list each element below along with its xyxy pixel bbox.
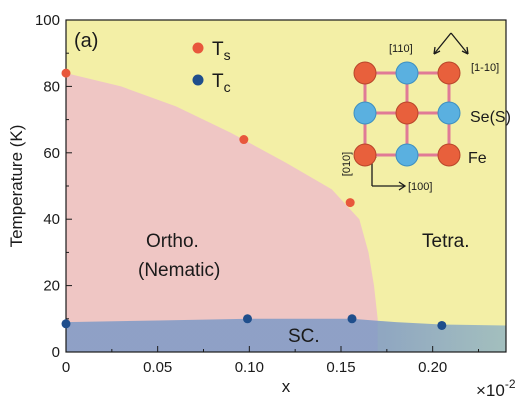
label-110: [110] <box>389 43 413 55</box>
phase-regions <box>66 20 506 352</box>
legend-ts-label: Ts <box>212 39 231 63</box>
lattice-inset: [110] [1-10] [010] [100] Se(S) Fe <box>341 32 511 193</box>
y-axis-title: Temperature (K) <box>7 125 26 248</box>
y-tick-label: 0 <box>52 344 60 361</box>
fe-atom <box>353 61 377 85</box>
data-points <box>61 68 447 330</box>
legend-tc-marker <box>192 74 204 86</box>
y-tick-label: 100 <box>35 12 60 29</box>
ts-point <box>239 135 249 145</box>
fe-atom <box>437 61 461 85</box>
legend-ts-marker <box>192 42 204 54</box>
fe-label: Fe <box>468 150 487 167</box>
y-axis: 0 20 40 60 80 100 <box>35 12 72 361</box>
se-atom <box>395 143 419 167</box>
tc-point <box>243 314 252 324</box>
nematic-label: (Nematic) <box>138 260 220 281</box>
tetra-label: Tetra. <box>422 231 470 252</box>
y-tick-label: 40 <box>43 211 60 228</box>
x-axis-multiplier: ×10-2 <box>476 377 516 400</box>
sc-label: SC. <box>288 326 320 347</box>
label-100: [100] <box>408 181 432 193</box>
x-tick-label: 0.15 <box>326 359 355 376</box>
x-axis: 0 0.05 0.10 0.15 0.20 <box>62 346 479 376</box>
ts-point <box>61 68 71 78</box>
se-atom <box>395 61 419 85</box>
ortho-label: Ortho. <box>146 231 199 252</box>
label-1-10: [1-10] <box>471 62 499 74</box>
x-axis-title: x <box>282 377 291 396</box>
superconducting-region <box>66 318 506 352</box>
x-tick-label: 0.05 <box>143 359 172 376</box>
orthorhombic-region <box>66 73 378 352</box>
se-atom <box>353 101 377 125</box>
label-010: [010] <box>341 152 353 176</box>
arrow-110 <box>433 32 452 55</box>
tc-point <box>61 319 71 329</box>
lattice-atoms <box>353 61 461 167</box>
panel-label: (a) <box>74 30 98 52</box>
fe-atom <box>437 143 461 167</box>
ts-point <box>345 198 355 208</box>
x-tick-label: 0.20 <box>418 359 447 376</box>
legend-tc-label: Tc <box>212 71 231 95</box>
tc-point <box>347 314 357 324</box>
fe-atom <box>395 101 419 125</box>
arrow-1-10 <box>450 32 469 55</box>
x-tick-label: 0.10 <box>235 359 264 376</box>
fe-atom <box>353 143 377 167</box>
tc-point <box>437 320 447 330</box>
y-tick-label: 80 <box>43 78 60 95</box>
legend: Ts Tc <box>192 39 231 95</box>
x-tick-label: 0 <box>62 359 70 376</box>
y-tick-label: 20 <box>43 278 60 295</box>
se-atom <box>437 101 461 125</box>
se-label: Se(S) <box>470 109 511 126</box>
y-tick-label: 60 <box>43 145 60 162</box>
